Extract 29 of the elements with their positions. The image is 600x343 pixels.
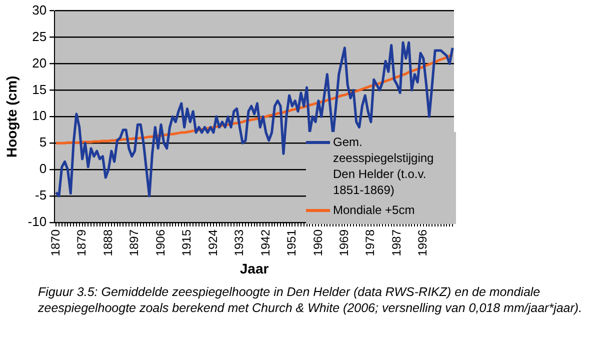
x-tick-label: 1960 (310, 229, 325, 256)
x-tick-label: 1906 (153, 229, 168, 256)
x-tick-label: 1933 (232, 229, 246, 256)
x-tick-label: 1888 (100, 229, 115, 256)
x-tick-label: 1969 (336, 229, 351, 256)
y-axis-title: Hoogte (cm) (3, 76, 20, 158)
x-tick-label: 1915 (180, 229, 194, 256)
x-tick-label: 1987 (389, 229, 404, 256)
y-tick-label: 0 (39, 161, 47, 176)
y-tick-label: 5 (39, 134, 47, 150)
y-tick-label: -5 (35, 188, 47, 203)
y-tick-label: 10 (32, 108, 47, 124)
text: Figuur 3.5: Gemiddelde zeespiegelhoogte in Den Helder (data RWS-RIKZ) en de mondiale zeespiegelhoogte zoals berekend met Church & White (2006; versnelling van 0,018 mm/jaar*jaar). (38, 284, 584, 316)
y-tick-label: 20 (32, 55, 47, 70)
x-tick-label: 1996 (416, 229, 430, 256)
y-tick-label: 25 (32, 28, 47, 44)
x-tick-label: 1951 (284, 229, 299, 256)
y-tick-label: -10 (28, 214, 47, 230)
x-tick-label: 1870 (48, 229, 62, 256)
x-tick-label: 1897 (127, 229, 142, 256)
legend-label: Mondiale +5cm (333, 202, 415, 218)
x-tick-label: 1942 (258, 229, 272, 256)
legend-label: Gem. zeesspiegelstijging Den Helder (t.o.v. 1851-1869) (333, 134, 435, 198)
x-axis-title: Jaar (240, 260, 270, 276)
y-tick-label: 15 (32, 82, 47, 97)
x-tick-label: 1879 (74, 229, 89, 256)
x-tick-label: 1924 (206, 229, 220, 256)
y-tick-label: 30 (32, 2, 47, 18)
x-tick-label: 1978 (363, 229, 378, 256)
